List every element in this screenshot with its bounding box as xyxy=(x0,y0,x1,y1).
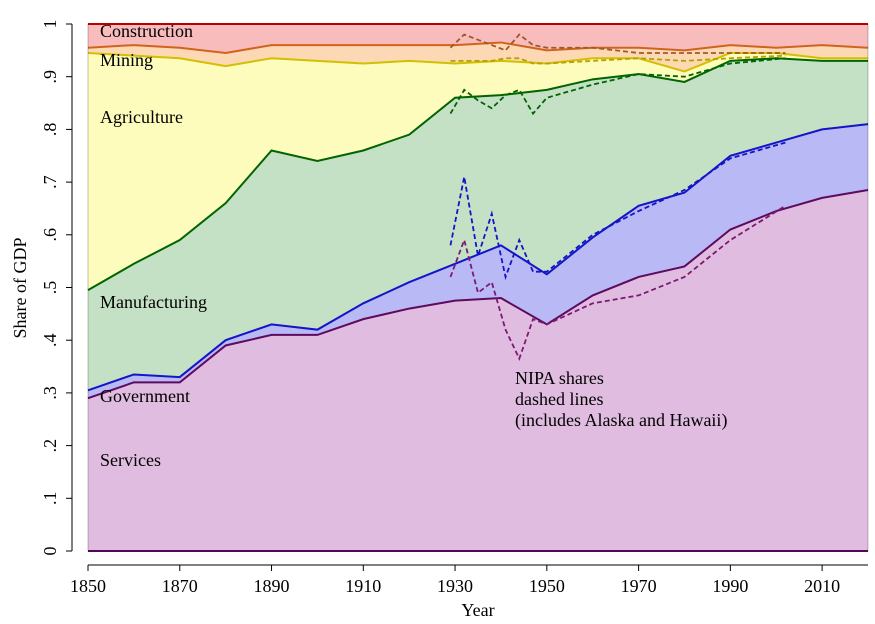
y-tick-label: .6 xyxy=(40,228,60,242)
nipa-line xyxy=(449,205,786,362)
y-tick-label: 1 xyxy=(40,20,60,29)
y-tick-label: .9 xyxy=(40,70,60,84)
y-tick-label: .7 xyxy=(40,175,60,189)
area xyxy=(88,24,868,53)
annotation: (includes Alaska and Hawaii) xyxy=(515,410,727,431)
area xyxy=(88,58,868,391)
y-axis-label: Share of GDP xyxy=(10,238,30,339)
y-tick-label: .5 xyxy=(40,281,60,295)
nipa-line xyxy=(449,57,786,116)
area xyxy=(88,124,868,399)
boundary-line xyxy=(87,41,869,54)
x-tick-label: 1950 xyxy=(529,576,565,596)
y-tick-label: 0 xyxy=(40,547,60,556)
plot-frame xyxy=(87,23,869,552)
area xyxy=(88,52,868,291)
x-tick-label: 1910 xyxy=(345,576,381,596)
nipa-line xyxy=(449,141,786,281)
series-label: Mining xyxy=(100,50,153,70)
nipa-line xyxy=(449,33,786,54)
nipa-line xyxy=(450,54,786,65)
y-tick-label: .8 xyxy=(40,123,60,137)
annotation: NIPA shares xyxy=(515,368,604,388)
series-label: Government xyxy=(100,386,190,406)
y-tick-label: .4 xyxy=(40,333,60,347)
x-tick-label: 1970 xyxy=(621,576,657,596)
series-label: Construction xyxy=(100,21,193,41)
series-label: Manufacturing xyxy=(100,292,207,312)
y-tick-label: .2 xyxy=(40,439,60,453)
x-tick-label: 1990 xyxy=(712,576,748,596)
boundary-line xyxy=(87,189,869,400)
x-tick-label: 1870 xyxy=(162,576,198,596)
y-tick-label: .1 xyxy=(40,492,60,506)
x-tick-label: 1930 xyxy=(437,576,473,596)
x-tick-label: 1890 xyxy=(254,576,290,596)
x-tick-label: 1850 xyxy=(70,576,106,596)
x-axis-label: Year xyxy=(461,600,494,620)
area xyxy=(88,190,868,551)
x-tick-label: 2010 xyxy=(804,576,840,596)
annotation: dashed lines xyxy=(515,389,603,409)
series-label: Agriculture xyxy=(100,107,183,127)
series-label: Services xyxy=(100,450,161,470)
boundary-line xyxy=(87,57,868,292)
y-tick-label: .3 xyxy=(40,386,60,400)
